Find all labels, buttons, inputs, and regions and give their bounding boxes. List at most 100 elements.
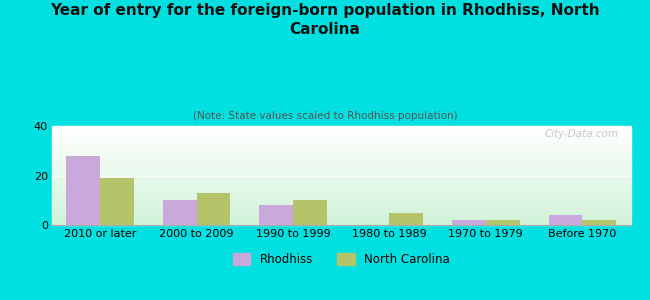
- Bar: [52, 126, 630, 127]
- Bar: [52, 198, 630, 199]
- Bar: [52, 194, 630, 195]
- Bar: [52, 170, 630, 172]
- Bar: [52, 160, 630, 162]
- Text: (Note: State values scaled to Rhodhiss population): (Note: State values scaled to Rhodhiss p…: [192, 111, 458, 121]
- Bar: [52, 218, 630, 219]
- Bar: [52, 127, 630, 128]
- Bar: [52, 202, 630, 203]
- Bar: [52, 176, 630, 178]
- Bar: [52, 158, 630, 159]
- Bar: [66, 156, 100, 225]
- Bar: [52, 138, 630, 139]
- Bar: [52, 213, 630, 214]
- Bar: [52, 136, 630, 137]
- Bar: [293, 200, 327, 225]
- Legend: Rhodhiss, North Carolina: Rhodhiss, North Carolina: [228, 248, 454, 271]
- Bar: [52, 137, 630, 138]
- Bar: [52, 164, 630, 165]
- Bar: [52, 172, 630, 173]
- Bar: [52, 169, 630, 170]
- Bar: [52, 184, 630, 185]
- Bar: [486, 220, 519, 225]
- Bar: [52, 165, 630, 166]
- Bar: [52, 186, 630, 188]
- Bar: [52, 173, 630, 175]
- Bar: [52, 195, 630, 196]
- Bar: [52, 224, 630, 225]
- Bar: [52, 192, 630, 193]
- Bar: [52, 157, 630, 158]
- Bar: [52, 210, 630, 211]
- Bar: [52, 190, 630, 191]
- Bar: [52, 140, 630, 141]
- Bar: [52, 220, 630, 221]
- Bar: [52, 146, 630, 147]
- Bar: [52, 145, 630, 146]
- Bar: [52, 223, 630, 224]
- Bar: [52, 130, 630, 131]
- Bar: [52, 189, 630, 190]
- Bar: [52, 134, 630, 135]
- Bar: [259, 205, 293, 225]
- Bar: [52, 142, 630, 143]
- Bar: [52, 128, 630, 129]
- Bar: [52, 133, 630, 134]
- Bar: [52, 160, 630, 161]
- Bar: [52, 209, 630, 210]
- Bar: [52, 204, 630, 205]
- Bar: [52, 215, 630, 216]
- Bar: [52, 222, 630, 223]
- Bar: [52, 153, 630, 154]
- Bar: [52, 191, 630, 192]
- Bar: [52, 212, 630, 213]
- Bar: [52, 139, 630, 140]
- Bar: [52, 203, 630, 204]
- Bar: [52, 150, 630, 151]
- Bar: [52, 206, 630, 207]
- Bar: [52, 214, 630, 215]
- Bar: [52, 141, 630, 142]
- Bar: [52, 182, 630, 183]
- Text: City-Data.com: City-Data.com: [545, 129, 619, 139]
- Bar: [52, 208, 630, 209]
- Bar: [52, 156, 630, 157]
- Bar: [52, 188, 630, 189]
- Bar: [52, 159, 630, 160]
- Bar: [52, 163, 630, 164]
- Bar: [163, 200, 196, 225]
- Text: Year of entry for the foreign-born population in Rhodhiss, North
Carolina: Year of entry for the foreign-born popul…: [50, 3, 600, 37]
- Bar: [389, 213, 423, 225]
- Bar: [52, 143, 630, 144]
- Bar: [52, 167, 630, 168]
- Bar: [52, 200, 630, 201]
- Bar: [52, 211, 630, 212]
- Bar: [52, 162, 630, 163]
- Bar: [52, 180, 630, 181]
- Bar: [52, 175, 630, 176]
- Bar: [52, 219, 630, 220]
- Bar: [549, 215, 582, 225]
- Bar: [52, 129, 630, 130]
- Bar: [52, 197, 630, 198]
- Bar: [52, 168, 630, 169]
- Bar: [52, 154, 630, 155]
- Bar: [452, 220, 486, 225]
- Bar: [52, 148, 630, 149]
- Bar: [196, 193, 230, 225]
- Bar: [52, 216, 630, 217]
- Bar: [52, 201, 630, 202]
- Bar: [52, 221, 630, 222]
- Bar: [52, 144, 630, 145]
- Bar: [52, 196, 630, 197]
- Bar: [52, 169, 630, 170]
- Bar: [52, 152, 630, 153]
- Bar: [52, 199, 630, 200]
- Bar: [52, 132, 630, 133]
- Bar: [52, 217, 630, 218]
- Bar: [52, 135, 630, 136]
- Bar: [52, 131, 630, 132]
- Bar: [52, 155, 630, 156]
- Bar: [52, 205, 630, 206]
- Bar: [52, 185, 630, 186]
- Bar: [52, 179, 630, 180]
